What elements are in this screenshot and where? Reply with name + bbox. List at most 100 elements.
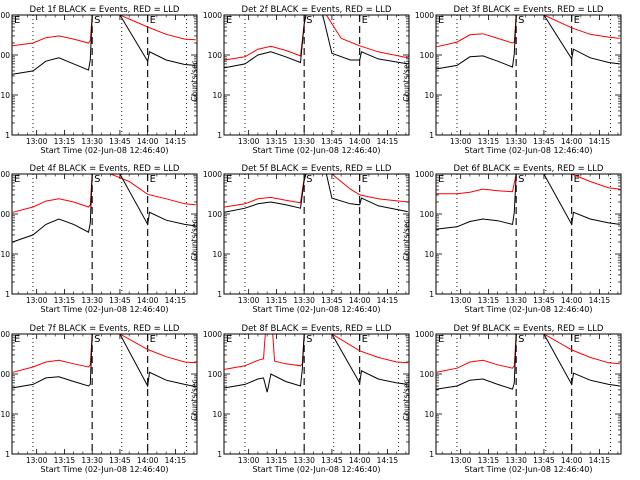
- panel-title: Det 6f BLACK = Events, RED = LLD: [454, 164, 604, 174]
- x-tick-label: 14:00: [137, 296, 159, 305]
- x-tick-label: 14:00: [561, 296, 583, 305]
- x-axis-label: Start Time (02-Jun-08 12:46:40): [253, 146, 381, 155]
- lld-rate-line: [12, 15, 196, 47]
- plot-frame: [223, 333, 410, 455]
- panel-title: Det 7f BLACK = Events, RED = LLD: [30, 324, 180, 334]
- plot-frame: [435, 333, 622, 455]
- panel-title: Det 2f BLACK = Events, RED = LLD: [242, 5, 392, 15]
- x-tick-label: 13:45: [321, 456, 343, 465]
- y-tick-label: 100: [0, 210, 10, 219]
- x-tick-label: 13:45: [533, 137, 555, 146]
- plot-frame: [435, 173, 622, 295]
- x-tick-label: 14:00: [137, 137, 159, 146]
- time-marker-label: S: [306, 174, 312, 185]
- event-rate-line: [12, 174, 196, 243]
- y-tick-label: 1: [217, 450, 222, 459]
- y-axis-label: Counts/sec: [190, 219, 199, 260]
- y-tick-label: 1000: [203, 170, 222, 179]
- time-marker-label: S: [94, 15, 100, 26]
- y-tick-label: 100: [420, 51, 435, 60]
- time-marker-label: S: [306, 15, 312, 26]
- x-tick-label: 13:00: [26, 137, 48, 146]
- panel-title: Det 5f BLACK = Events, RED = LLD: [242, 164, 392, 174]
- panel-title: Det 8f BLACK = Events, RED = LLD: [242, 324, 392, 334]
- time-marker-label: S: [518, 15, 524, 26]
- x-tick-label: 14:00: [561, 456, 583, 465]
- x-tick-label: 14:15: [165, 296, 187, 305]
- y-tick-label: 1000: [415, 11, 434, 20]
- x-tick-label: 13:30: [505, 137, 527, 146]
- y-tick-label: 100: [0, 51, 10, 60]
- lld-rate-line: [224, 15, 408, 61]
- event-rate-line: [224, 174, 408, 213]
- time-marker-label: E: [438, 15, 444, 26]
- y-tick-label: 1: [217, 290, 222, 299]
- y-tick-label: 10: [212, 410, 222, 419]
- x-tick-label: 13:15: [266, 296, 288, 305]
- event-rate-line: [12, 334, 196, 389]
- x-tick-label: 13:00: [26, 296, 48, 305]
- y-tick-label: 1000: [415, 170, 434, 179]
- x-tick-label: 14:00: [137, 456, 159, 465]
- detector-panel: Det 7f BLACK = Events, RED = LLDESE11010…: [0, 324, 198, 474]
- x-tick-label: 13:30: [293, 137, 315, 146]
- y-tick-label: 10: [424, 410, 434, 419]
- time-marker-label: S: [306, 334, 312, 345]
- y-tick-label: 100: [208, 51, 223, 60]
- y-tick-label: 10: [0, 250, 10, 259]
- x-tick-label: 14:00: [349, 137, 371, 146]
- lld-rate-line: [224, 334, 408, 370]
- event-rate-line: [224, 15, 408, 69]
- detector-panel: Det 4f BLACK = Events, RED = LLDESE11010…: [0, 164, 198, 314]
- x-tick-label: 14:15: [377, 137, 399, 146]
- y-tick-label: 1000: [0, 170, 10, 179]
- time-marker-label: S: [94, 334, 100, 345]
- time-marker-label: E: [150, 174, 156, 185]
- y-tick-label: 100: [420, 210, 435, 219]
- x-tick-label: 14:15: [165, 456, 187, 465]
- lld-rate-line: [436, 334, 620, 373]
- x-axis-label: Start Time (02-Jun-08 12:46:40): [253, 305, 381, 314]
- time-marker-label: E: [14, 334, 20, 345]
- x-tick-label: 13:15: [54, 456, 76, 465]
- time-marker-label: E: [362, 174, 368, 185]
- event-rate-line: [436, 174, 620, 230]
- x-tick-label: 13:45: [109, 296, 131, 305]
- y-tick-label: 100: [208, 370, 223, 379]
- time-marker-label: E: [226, 15, 232, 26]
- x-tick-label: 13:45: [533, 296, 555, 305]
- time-marker-label: S: [518, 334, 524, 345]
- x-tick-label: 13:45: [321, 137, 343, 146]
- y-tick-label: 1: [217, 131, 222, 140]
- time-marker-label: E: [362, 334, 368, 345]
- y-axis-label: Counts/sec: [190, 60, 199, 101]
- lld-rate-line: [12, 174, 196, 213]
- x-tick-label: 13:45: [321, 296, 343, 305]
- y-tick-label: 10: [0, 91, 10, 100]
- x-tick-label: 13:15: [54, 296, 76, 305]
- x-tick-label: 13:15: [478, 296, 500, 305]
- x-tick-label: 13:00: [26, 456, 48, 465]
- plot-frame: [11, 333, 198, 455]
- x-tick-label: 13:00: [450, 456, 472, 465]
- y-tick-label: 10: [424, 91, 434, 100]
- time-marker-label: E: [574, 174, 580, 185]
- y-tick-label: 10: [424, 250, 434, 259]
- x-tick-label: 13:00: [238, 296, 260, 305]
- y-tick-label: 100: [0, 370, 10, 379]
- x-tick-label: 13:15: [266, 137, 288, 146]
- time-marker-label: E: [226, 174, 232, 185]
- y-tick-label: 1000: [415, 330, 434, 339]
- x-tick-label: 14:15: [589, 137, 611, 146]
- time-marker-label: E: [574, 15, 580, 26]
- x-tick-label: 13:45: [109, 456, 131, 465]
- x-tick-label: 13:30: [505, 456, 527, 465]
- x-tick-label: 13:15: [478, 137, 500, 146]
- plot-frame: [223, 14, 410, 136]
- y-axis-label: Counts/sec: [402, 60, 411, 101]
- y-tick-label: 1000: [0, 330, 10, 339]
- lld-rate-line: [436, 15, 620, 48]
